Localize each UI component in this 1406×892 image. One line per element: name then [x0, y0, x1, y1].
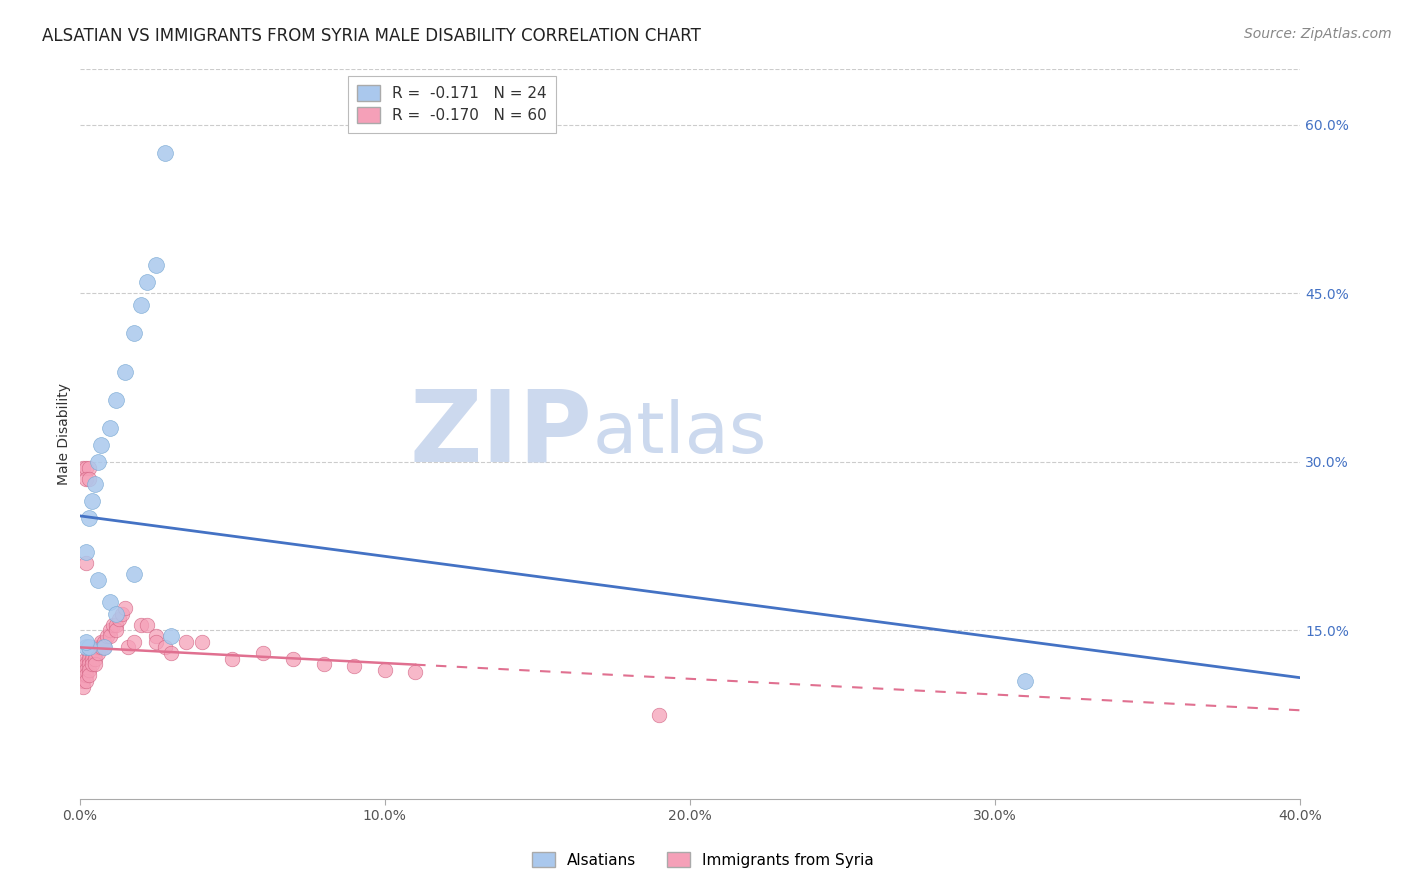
Point — [124, 634, 146, 648]
Point — [83, 651, 105, 665]
Point — [98, 629, 121, 643]
Point — [153, 145, 176, 160]
Point — [75, 640, 97, 655]
Point — [129, 618, 152, 632]
Point — [75, 472, 97, 486]
Point — [90, 640, 112, 655]
Point — [648, 707, 671, 722]
Point — [77, 646, 100, 660]
Point — [135, 618, 157, 632]
Point — [83, 646, 105, 660]
Point — [75, 634, 97, 648]
Point — [77, 651, 100, 665]
Point — [77, 511, 100, 525]
Point — [75, 674, 97, 689]
Point — [108, 612, 131, 626]
Point — [145, 258, 167, 272]
Point — [160, 646, 183, 660]
Point — [87, 646, 110, 660]
Legend: Alsatians, Immigrants from Syria: Alsatians, Immigrants from Syria — [524, 844, 882, 875]
Point — [72, 663, 94, 677]
Point — [343, 659, 366, 673]
Point — [77, 472, 100, 486]
Point — [105, 624, 128, 638]
Point — [153, 640, 176, 655]
Point — [114, 601, 136, 615]
Point — [87, 640, 110, 655]
Point — [75, 657, 97, 672]
Point — [312, 657, 335, 672]
Point — [160, 629, 183, 643]
Point — [75, 663, 97, 677]
Point — [176, 634, 198, 648]
Point — [96, 629, 118, 643]
Text: ALSATIAN VS IMMIGRANTS FROM SYRIA MALE DISABILITY CORRELATION CHART: ALSATIAN VS IMMIGRANTS FROM SYRIA MALE D… — [42, 27, 702, 45]
Point — [75, 668, 97, 682]
Point — [111, 607, 134, 621]
Point — [93, 640, 115, 655]
Point — [77, 640, 100, 655]
Point — [75, 556, 97, 570]
Y-axis label: Male Disability: Male Disability — [58, 383, 72, 484]
Point — [93, 640, 115, 655]
Point — [80, 646, 103, 660]
Point — [129, 297, 152, 311]
Point — [117, 640, 139, 655]
Point — [221, 651, 243, 665]
Point — [87, 455, 110, 469]
Point — [114, 365, 136, 379]
Point — [90, 634, 112, 648]
Point — [80, 657, 103, 672]
Text: Source: ZipAtlas.com: Source: ZipAtlas.com — [1244, 27, 1392, 41]
Point — [75, 460, 97, 475]
Point — [72, 674, 94, 689]
Point — [77, 657, 100, 672]
Point — [75, 545, 97, 559]
Point — [98, 595, 121, 609]
Point — [281, 651, 304, 665]
Point — [72, 680, 94, 694]
Point — [72, 668, 94, 682]
Point — [190, 634, 212, 648]
Point — [77, 460, 100, 475]
Point — [80, 651, 103, 665]
Point — [1014, 674, 1036, 689]
Point — [124, 567, 146, 582]
Point — [404, 665, 426, 679]
Point — [98, 421, 121, 435]
Point — [145, 634, 167, 648]
Point — [98, 624, 121, 638]
Point — [77, 668, 100, 682]
Point — [105, 393, 128, 408]
Point — [145, 629, 167, 643]
Point — [87, 573, 110, 587]
Point — [75, 651, 97, 665]
Point — [93, 634, 115, 648]
Point — [90, 438, 112, 452]
Point — [252, 646, 274, 660]
Legend: R =  -0.171   N = 24, R =  -0.170   N = 60: R = -0.171 N = 24, R = -0.170 N = 60 — [347, 76, 555, 133]
Point — [77, 663, 100, 677]
Point — [80, 494, 103, 508]
Point — [105, 607, 128, 621]
Point — [105, 618, 128, 632]
Point — [83, 477, 105, 491]
Text: ZIP: ZIP — [409, 385, 592, 483]
Text: atlas: atlas — [592, 400, 766, 468]
Point — [374, 663, 396, 677]
Point — [101, 618, 124, 632]
Point — [72, 657, 94, 672]
Point — [72, 460, 94, 475]
Point — [135, 275, 157, 289]
Point — [124, 326, 146, 340]
Point — [83, 657, 105, 672]
